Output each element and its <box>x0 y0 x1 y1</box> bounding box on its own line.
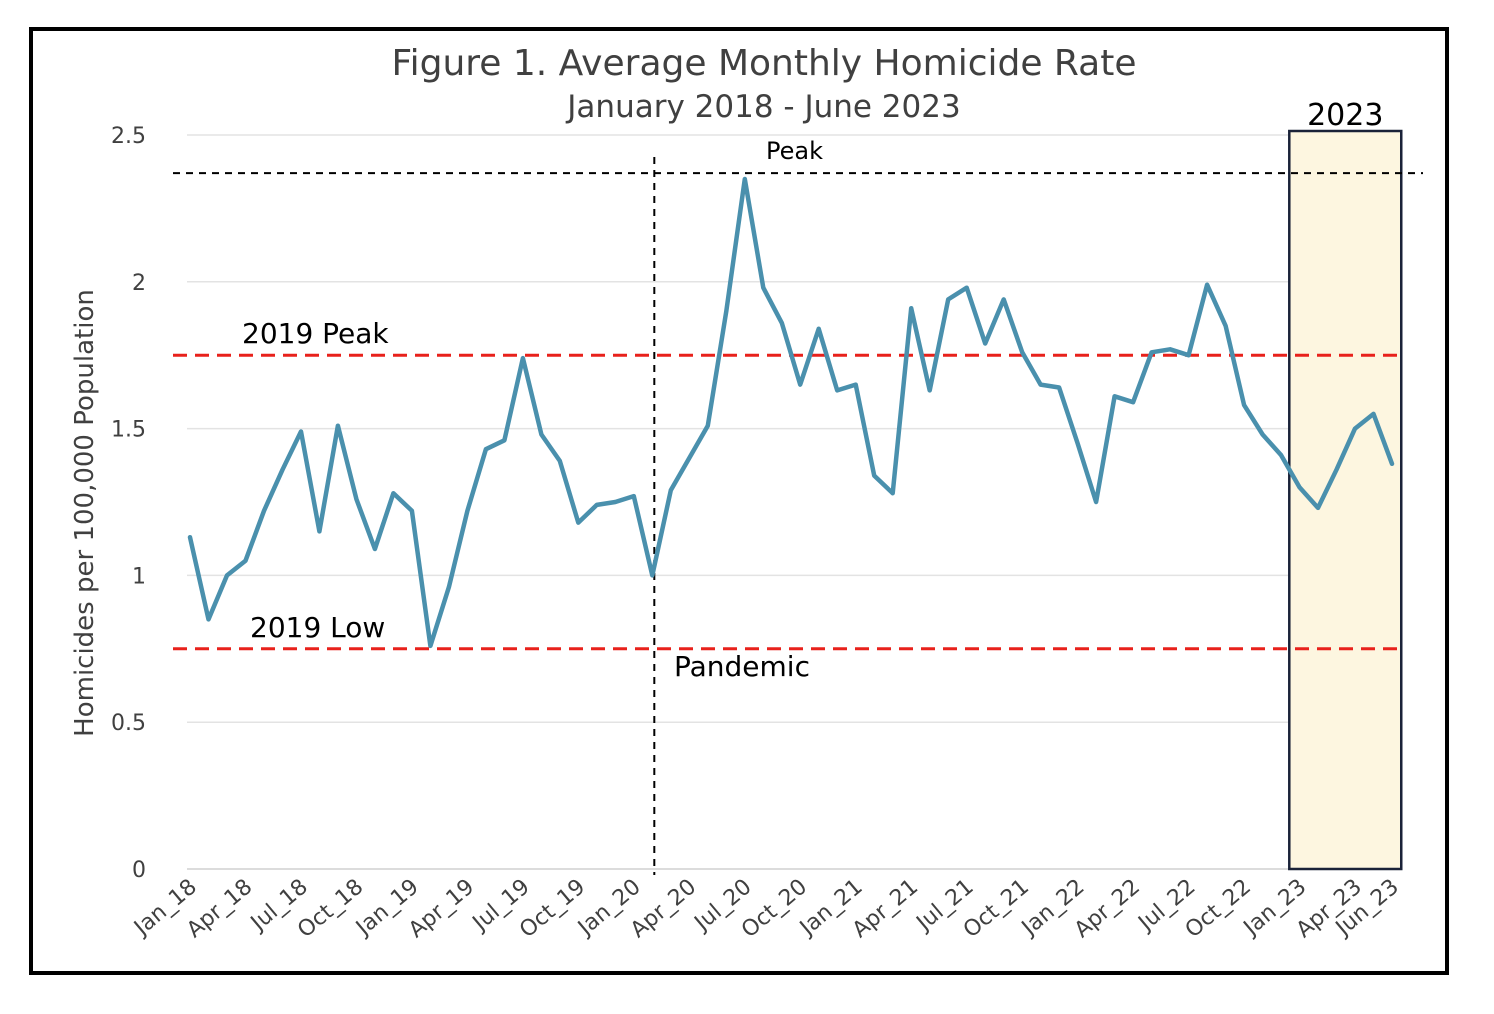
chart-title: Figure 1. Average Monthly Homicide Rate <box>392 43 1137 84</box>
line-chart: 2023 2019 Peak 2019 Low Peak Pandemic 0 0.5 1… <box>70 43 1423 943</box>
highlight-box-label: 2023 <box>1307 98 1383 133</box>
2019-low-line-label: 2019 Low <box>250 611 385 644</box>
highlight-2023-region: 2023 <box>1288 98 1403 871</box>
reference-lines: 2019 Peak 2019 Low Peak Pandemic <box>173 137 1423 875</box>
gridlines <box>187 134 1395 870</box>
y-axis-label: Homicides per 100,000 Population <box>70 289 100 737</box>
chart-subtitle: January 2018 - June 2023 <box>565 89 960 125</box>
pandemic-label: Pandemic <box>674 650 810 683</box>
y-tick-label: 1.5 <box>111 418 146 443</box>
homicide-rate-line <box>187 176 1395 649</box>
y-tick-label: 2 <box>132 271 146 296</box>
highlight-box <box>1288 129 1403 871</box>
y-tick-label: 2.5 <box>111 124 146 149</box>
y-tick-label: 0 <box>132 858 146 883</box>
peak-label: Peak <box>766 137 823 165</box>
y-tick-label: 0.5 <box>111 711 146 736</box>
y-tick-label: 1 <box>132 564 146 589</box>
2019-peak-line-label: 2019 Peak <box>242 317 389 350</box>
chart-frame: 2023 2019 Peak 2019 Low Peak Pandemic 0 0.5 1… <box>29 27 1449 975</box>
series-layer <box>187 176 1395 649</box>
